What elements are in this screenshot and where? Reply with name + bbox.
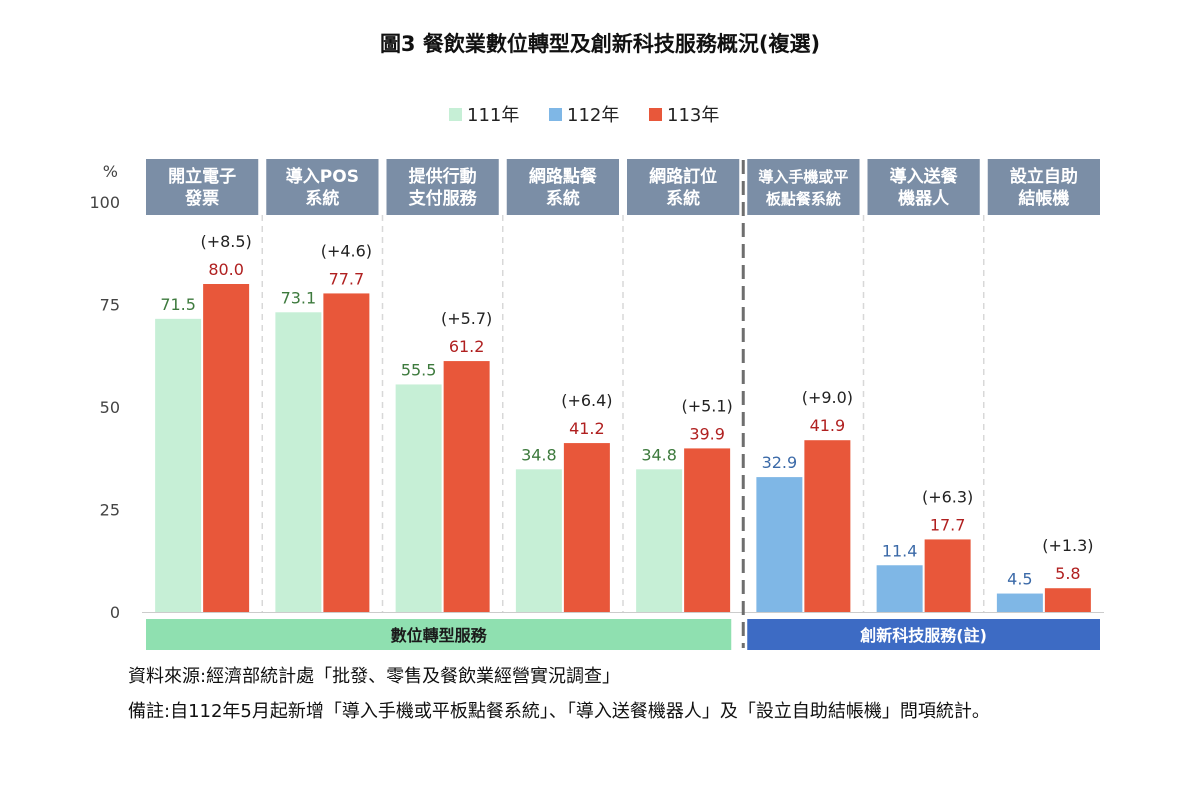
group-band: [146, 619, 732, 650]
category-header-box: [867, 159, 980, 215]
y-tick-label: 25: [100, 501, 120, 520]
y-tick-label: 75: [100, 296, 120, 315]
bar-111年: [275, 312, 322, 612]
bar-112年: [756, 477, 803, 612]
bar-111年: [395, 384, 442, 612]
category-label: 發票: [184, 188, 219, 209]
change-label: (+5.1): [681, 396, 732, 415]
bar-113年: [323, 293, 370, 612]
data-label-111年: 73.1: [281, 288, 317, 307]
remark-note: 備註:自112年5月起新增「導入手機或平板點餐系統」、「導入送餐機器人」及「設立…: [128, 701, 990, 722]
y-tick-label: 100: [89, 193, 120, 212]
data-label-113年: 5.8: [1055, 564, 1080, 583]
data-label-112年: 11.4: [882, 541, 918, 560]
category-label: 板點餐系統: [766, 190, 841, 208]
category-label: 機器人: [898, 188, 950, 209]
bar-113年: [684, 448, 731, 612]
category-header-box: [386, 159, 499, 215]
category-header-box: [987, 159, 1100, 215]
category-label: 設立自助: [1010, 166, 1078, 187]
category-label: 導入送餐: [890, 166, 959, 187]
data-label-113年: 39.9: [689, 424, 725, 443]
bar-111年: [636, 469, 683, 612]
y-tick-label: 0: [110, 603, 120, 622]
group-band: [747, 619, 1100, 650]
category-label: 網路訂位: [649, 166, 717, 187]
change-label: (+8.5): [200, 232, 251, 251]
data-label-111年: 55.5: [401, 360, 437, 379]
source-note: 資料來源:經濟部統計處「批發、零售及餐飲業經營實況調查」: [128, 666, 621, 687]
category-header-box: [747, 159, 860, 215]
bar-113年: [443, 361, 490, 612]
bar-111年: [155, 318, 202, 612]
change-label: (+1.3): [1042, 536, 1093, 555]
change-label: (+4.6): [321, 241, 372, 260]
category-label: 系統: [546, 188, 580, 209]
group-label: 數位轉型服務: [391, 626, 488, 645]
bar-113年: [804, 440, 851, 612]
legend-label-112年: 112年: [567, 105, 619, 126]
category-label: 系統: [666, 188, 700, 209]
category-header-box: [506, 159, 619, 215]
data-label-113年: 41.2: [569, 419, 605, 438]
legend-swatch-111年: [449, 108, 462, 121]
category-label: 導入手機或平: [758, 168, 848, 186]
legend-swatch-112年: [549, 108, 562, 121]
data-label-113年: 17.7: [930, 515, 966, 534]
data-label-111年: 34.8: [641, 445, 677, 464]
category-header-box: [266, 159, 379, 215]
bar-112年: [996, 593, 1043, 612]
category-label: 系統: [305, 188, 339, 209]
chart-title: 圖3 餐飲業數位轉型及創新科技服務概況(複選): [379, 32, 821, 56]
change-label: (+6.3): [922, 487, 973, 506]
change-label: (+5.7): [441, 309, 492, 328]
bar-113年: [563, 443, 610, 612]
y-tick-label: 50: [100, 398, 120, 417]
bar-113年: [203, 284, 250, 612]
category-label: 開立電子: [168, 166, 236, 187]
bar-112年: [876, 565, 923, 612]
legend-label-113年: 113年: [667, 105, 719, 126]
data-label-111年: 34.8: [521, 445, 557, 464]
change-label: (+9.0): [802, 388, 853, 407]
category-label: 支付服務: [409, 188, 478, 209]
data-label-112年: 4.5: [1007, 570, 1032, 589]
legend-label-111年: 111年: [467, 105, 519, 126]
bar-113年: [924, 539, 971, 612]
change-label: (+6.4): [561, 391, 612, 410]
category-header-box: [627, 159, 740, 215]
y-axis-label: %: [103, 162, 118, 181]
data-label-111年: 71.5: [160, 295, 196, 314]
group-label: 創新科技服務(註): [859, 626, 987, 645]
category-header-box: [146, 159, 259, 215]
category-label: 提供行動: [409, 166, 477, 187]
data-label-113年: 41.9: [810, 416, 846, 435]
bar-113年: [1044, 588, 1091, 612]
data-label-113年: 77.7: [329, 269, 365, 288]
data-label-113年: 80.0: [208, 260, 244, 279]
data-label-112年: 32.9: [762, 453, 798, 472]
data-label-113年: 61.2: [449, 337, 485, 356]
bar-111年: [515, 469, 562, 612]
legend-swatch-113年: [649, 108, 662, 121]
category-label: 網路點餐: [529, 166, 598, 187]
category-label: 結帳機: [1018, 188, 1069, 209]
category-label: 導入POS: [286, 166, 359, 187]
